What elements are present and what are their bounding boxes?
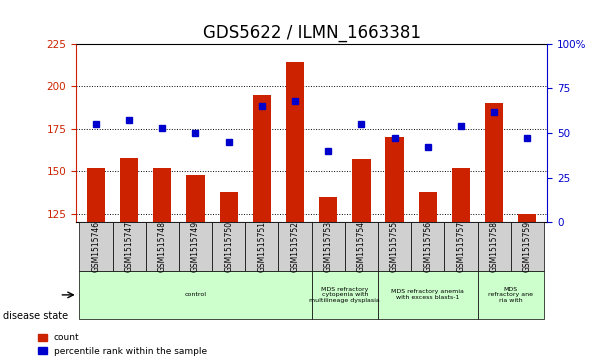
Text: GSM1515759: GSM1515759 [523,221,532,272]
Text: GSM1515755: GSM1515755 [390,221,399,272]
FancyBboxPatch shape [444,223,477,271]
FancyBboxPatch shape [311,271,378,319]
FancyBboxPatch shape [245,223,278,271]
Bar [219,192,238,223]
FancyBboxPatch shape [511,223,544,271]
Text: MDS
refractory ane
ria with: MDS refractory ane ria with [488,287,533,303]
Bar [485,103,503,223]
FancyBboxPatch shape [378,271,477,319]
FancyBboxPatch shape [79,271,311,319]
Text: GSM1515749: GSM1515749 [191,221,200,272]
FancyBboxPatch shape [477,223,511,271]
Text: GSM1515746: GSM1515746 [91,221,100,272]
FancyBboxPatch shape [112,223,146,271]
Text: GSM1515750: GSM1515750 [224,221,233,272]
FancyBboxPatch shape [212,223,245,271]
Legend: count, percentile rank within the sample: count, percentile rank within the sample [35,331,210,359]
Text: GSM1515754: GSM1515754 [357,221,366,272]
FancyBboxPatch shape [278,223,311,271]
FancyBboxPatch shape [411,223,444,271]
Text: GSM1515756: GSM1515756 [423,221,432,272]
Text: control: control [184,292,207,297]
Text: GSM1515752: GSM1515752 [291,221,300,272]
Bar [286,62,304,223]
Title: GDS5622 / ILMN_1663381: GDS5622 / ILMN_1663381 [202,24,421,42]
Text: GSM1515757: GSM1515757 [457,221,465,272]
Bar [352,159,370,223]
Bar [253,95,271,223]
Text: GSM1515751: GSM1515751 [257,221,266,272]
Bar [87,168,105,223]
Text: GSM1515748: GSM1515748 [158,221,167,272]
Bar [186,175,204,223]
Bar [518,214,536,223]
FancyBboxPatch shape [179,223,212,271]
FancyBboxPatch shape [378,223,411,271]
Bar [452,168,470,223]
FancyBboxPatch shape [146,223,179,271]
FancyBboxPatch shape [79,223,112,271]
Bar [385,137,404,223]
Text: GSM1515753: GSM1515753 [323,221,333,272]
Text: MDS refractory
cytopenia with
multilineage dysplasia: MDS refractory cytopenia with multilinea… [309,287,380,303]
Bar [319,197,337,223]
FancyBboxPatch shape [345,223,378,271]
Text: MDS refractory anemia
with excess blasts-1: MDS refractory anemia with excess blasts… [392,290,464,300]
Bar [419,192,437,223]
Text: disease state: disease state [3,311,68,321]
FancyBboxPatch shape [477,271,544,319]
Text: GSM1515758: GSM1515758 [489,221,499,272]
Bar [120,158,138,223]
Bar [153,168,171,223]
FancyBboxPatch shape [311,223,345,271]
Text: GSM1515747: GSM1515747 [125,221,134,272]
